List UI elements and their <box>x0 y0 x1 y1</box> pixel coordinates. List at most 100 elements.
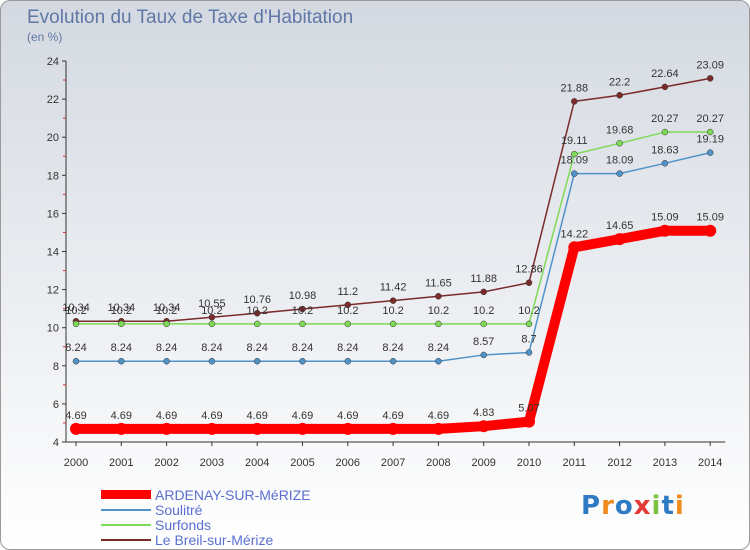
x-tick-label: 2005 <box>290 457 314 469</box>
legend-swatch <box>101 490 151 499</box>
y-tick-label: 8 <box>53 361 59 373</box>
series-line <box>71 225 716 434</box>
data-label: 8.24 <box>382 342 403 354</box>
data-point <box>296 422 309 435</box>
data-label: 19.19 <box>696 134 724 146</box>
data-point <box>613 233 626 246</box>
data-label: 18.63 <box>651 144 679 156</box>
data-point <box>208 320 216 328</box>
data-label: 4.69 <box>111 410 132 422</box>
legend-swatch <box>101 538 151 541</box>
logo-letter: t <box>661 491 675 521</box>
data-point <box>706 149 714 156</box>
data-label: 14.22 <box>561 228 589 240</box>
data-point <box>525 349 533 356</box>
data-label: 8.24 <box>111 342 132 354</box>
logo-letter: o <box>614 491 634 521</box>
x-tick-label: 2009 <box>471 457 495 469</box>
data-point <box>616 92 623 99</box>
data-label: 21.88 <box>561 82 589 94</box>
x-tick-label: 2007 <box>381 457 405 469</box>
data-point <box>253 320 261 328</box>
data-point <box>706 75 714 82</box>
data-point <box>658 224 671 237</box>
y-tick-label: 4 <box>53 437 59 449</box>
data-point <box>341 422 354 435</box>
data-label: 10.2 <box>111 305 132 317</box>
data-point <box>435 293 442 300</box>
data-point <box>661 83 669 91</box>
data-label: 4.69 <box>156 410 177 422</box>
data-point <box>72 357 80 365</box>
legend-label: Le Breil-sur-Mérize <box>155 531 274 548</box>
logo-letter: i <box>651 491 662 521</box>
data-label: 10.76 <box>243 294 271 306</box>
data-point <box>163 357 170 365</box>
y-tick-label: 6 <box>53 399 59 411</box>
series-line <box>75 151 711 362</box>
data-point <box>523 415 535 428</box>
data-point <box>344 301 352 309</box>
data-label: 4.69 <box>65 410 86 422</box>
data-label: 10.2 <box>473 305 494 317</box>
data-label: 10.2 <box>156 305 177 317</box>
data-point <box>389 320 397 328</box>
x-tick-label: 2012 <box>607 457 631 469</box>
data-label: 20.27 <box>696 113 724 125</box>
data-point <box>435 357 442 365</box>
data-label: 4.69 <box>428 410 449 422</box>
data-label: 20.27 <box>651 113 679 125</box>
x-tick-label: 2000 <box>64 457 88 469</box>
data-point <box>525 279 533 286</box>
x-tick-label: 2006 <box>336 457 360 469</box>
x-tick-label: 2008 <box>426 457 450 469</box>
data-point <box>115 422 128 435</box>
data-label: 18.09 <box>606 155 634 167</box>
data-point <box>389 297 397 304</box>
data-label: 10.34 <box>108 302 136 314</box>
data-point <box>568 241 581 254</box>
y-tick-label: 16 <box>47 208 59 220</box>
legend-item: Le Breil-sur-Mérize <box>101 531 311 548</box>
logo-letter: i <box>674 491 685 521</box>
data-label: 8.7 <box>521 333 536 345</box>
data-point <box>299 320 306 328</box>
data-point <box>344 320 352 328</box>
logo-letter: r <box>601 491 615 521</box>
y-tick-label: 18 <box>47 170 59 182</box>
logo-letter: P <box>581 491 602 521</box>
data-label: 4.69 <box>292 410 313 422</box>
y-tick-label: 12 <box>47 285 59 297</box>
data-point <box>299 305 306 313</box>
data-point <box>205 422 218 435</box>
x-tick-label: 2013 <box>653 457 677 469</box>
data-label: 8.24 <box>292 342 313 354</box>
data-point <box>160 422 173 435</box>
data-label: 10.2 <box>201 305 222 317</box>
data-point <box>72 320 80 328</box>
legend-label: Surfonds <box>155 516 212 533</box>
data-point <box>477 420 490 433</box>
legend-label: ARDENAY-SUR-MéRIZE <box>155 486 311 503</box>
data-point <box>344 357 352 365</box>
data-point <box>480 288 487 296</box>
data-point <box>706 128 714 136</box>
data-point <box>525 320 533 328</box>
y-tick-label: 10 <box>47 323 59 335</box>
x-tick-label: 2011 <box>562 457 586 469</box>
data-label: 11.42 <box>380 282 407 294</box>
y-tick-label: 24 <box>47 56 59 68</box>
data-label: 11.65 <box>425 277 452 289</box>
data-label: 4.83 <box>473 407 494 419</box>
proxiti-logo: Proxiti <box>581 491 685 521</box>
data-label: 5.07 <box>518 403 539 415</box>
chart-title: Evolution du Taux de Taxe d'Habitation <box>27 7 354 28</box>
legend-label: Soulitré <box>155 501 203 518</box>
data-label: 4.69 <box>246 410 267 422</box>
x-tick-label: 2003 <box>200 457 224 469</box>
data-label: 12.36 <box>515 264 543 276</box>
x-tick-label: 2004 <box>245 457 269 469</box>
data-point <box>389 357 397 365</box>
legend-swatch <box>101 508 151 511</box>
